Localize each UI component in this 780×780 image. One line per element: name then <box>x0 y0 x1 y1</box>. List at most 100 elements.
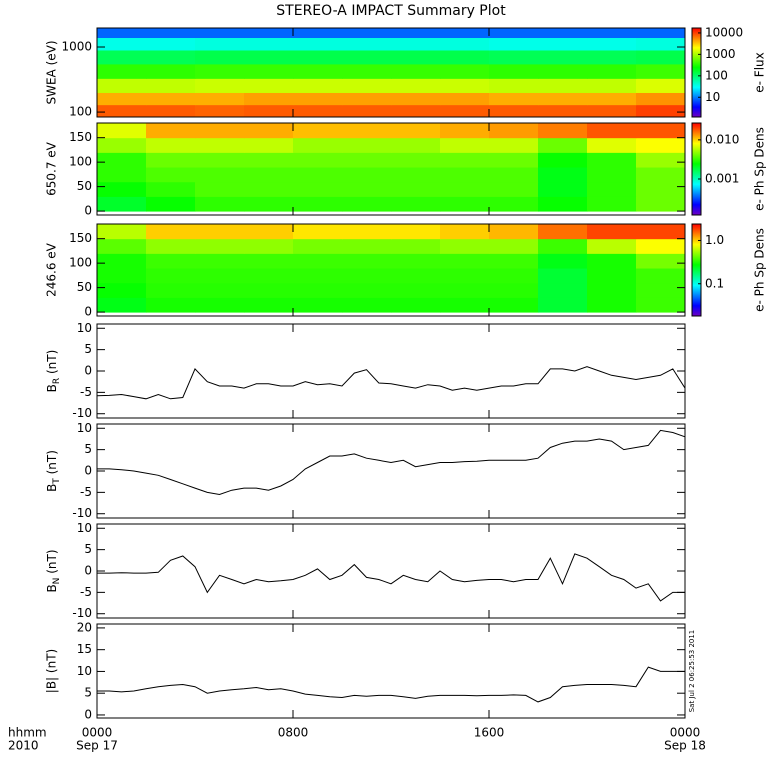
heatmap-cell <box>440 37 490 51</box>
heatmap-cell <box>97 137 147 153</box>
heatmap-cell <box>97 123 147 139</box>
heatmap-cell <box>244 297 294 313</box>
y-axis-label-base: B <box>45 484 59 492</box>
heatmap-cell <box>97 297 147 313</box>
y-tick-label: -10 <box>72 506 92 520</box>
heatmap-cell <box>97 268 147 284</box>
y-tick-label: 50 <box>77 280 92 294</box>
heatmap-cell <box>195 181 245 197</box>
data-line <box>97 666 685 703</box>
heatmap-cell <box>489 63 539 79</box>
heatmap-cell <box>244 238 294 254</box>
heatmap-cell <box>146 297 196 313</box>
heatmap-cell <box>391 63 441 79</box>
heatmap-cell <box>587 123 637 139</box>
colorbar-tick-label: 0.010 <box>705 132 739 146</box>
heatmap-cell <box>195 224 245 240</box>
heatmap-cell <box>195 253 245 269</box>
heatmap-cell <box>587 63 637 79</box>
y-tick-label: -10 <box>72 606 92 620</box>
colorbar-tick-label: 10000 <box>705 25 743 39</box>
heatmap-cell <box>489 37 539 51</box>
heatmap-cell <box>587 92 637 106</box>
y-tick-label: 10 <box>77 421 92 435</box>
heatmap-cell <box>636 282 686 298</box>
heatmap-cell <box>489 297 539 313</box>
heatmap-cell <box>489 224 539 240</box>
y-axis-label-base: B <box>45 384 59 392</box>
heatmap-cell <box>440 253 490 269</box>
heatmap-cell <box>489 78 539 93</box>
y-tick-label: 5 <box>84 542 92 556</box>
heatmap-cell <box>342 63 392 79</box>
heatmap-cell <box>489 49 539 65</box>
y-tick-label: 50 <box>77 179 92 193</box>
heatmap-cell <box>244 104 294 118</box>
heatmap-cell <box>195 49 245 65</box>
heatmap-cell <box>587 181 637 197</box>
heatmap-cell <box>244 137 294 153</box>
heatmap-cell <box>636 92 686 106</box>
heatmap-cell <box>538 28 588 39</box>
heatmap-cell <box>391 196 441 212</box>
heatmap-cell <box>636 137 686 153</box>
heatmap-cell <box>146 253 196 269</box>
data-line <box>96 366 686 400</box>
heatmap-cell <box>195 104 245 118</box>
heatmap-cell <box>146 282 196 298</box>
heatmap-cell <box>440 152 490 168</box>
y-axis-label-sub: N <box>52 578 62 585</box>
heatmap-cell <box>342 224 392 240</box>
y-tick-label: 0 <box>84 464 92 478</box>
heatmap-cell <box>440 282 490 298</box>
heatmap-cell <box>440 297 490 313</box>
heatmap-cell <box>146 152 196 168</box>
heatmap-cell <box>440 92 490 106</box>
date-label: Sep 18 <box>664 739 706 753</box>
y-tick-label: 150 <box>69 130 92 144</box>
heatmap-cell <box>489 282 539 298</box>
y-axis-label: BN (nT) <box>45 549 62 592</box>
heatmap-cell <box>293 92 343 106</box>
heatmap-cell <box>636 253 686 269</box>
heatmap-cell <box>97 282 147 298</box>
heatmap-cell <box>538 49 588 65</box>
heatmap-cell <box>636 297 686 313</box>
heatmap-cell <box>195 282 245 298</box>
heatmap-cell <box>636 78 686 93</box>
heatmap-cell <box>587 137 637 153</box>
heatmap-cell <box>538 123 588 139</box>
heatmap-cell <box>146 78 196 93</box>
heatmap-cell <box>391 92 441 106</box>
heatmap-cell <box>391 224 441 240</box>
heatmap-cell <box>440 123 490 139</box>
heatmap-cell <box>489 123 539 139</box>
heatmap-cell <box>440 78 490 93</box>
heatmap-cell <box>489 28 539 39</box>
x-tick-label: 0000 <box>670 726 701 740</box>
date-label: Sep 17 <box>76 739 118 753</box>
heatmap-cell <box>391 297 441 313</box>
heatmap-cell <box>538 196 588 212</box>
heatmap-cell <box>244 253 294 269</box>
heatmap-cell <box>587 37 637 51</box>
heatmap-cell <box>97 152 147 168</box>
heatmap-cell <box>587 49 637 65</box>
colorbar-label: e- Ph Sp Dens <box>753 228 767 312</box>
heatmap-cell <box>97 37 147 51</box>
heatmap-cell <box>146 37 196 51</box>
heatmap-cell <box>538 92 588 106</box>
y-tick-label: 0 <box>84 204 92 218</box>
heatmap-cell <box>244 282 294 298</box>
heatmap-cell <box>391 253 441 269</box>
heatmap-cell <box>293 224 343 240</box>
heatmap-cell <box>244 196 294 212</box>
time-unit-label: hhmm <box>8 726 47 740</box>
y-axis-label: 246.6 eV <box>45 242 59 297</box>
heatmap-cell <box>636 181 686 197</box>
heatmap-cell <box>538 238 588 254</box>
data-line <box>97 429 686 496</box>
colorbar-tick-label: 10 <box>705 90 720 104</box>
heatmap-cell <box>440 137 490 153</box>
y-tick-label: 0 <box>84 564 92 578</box>
